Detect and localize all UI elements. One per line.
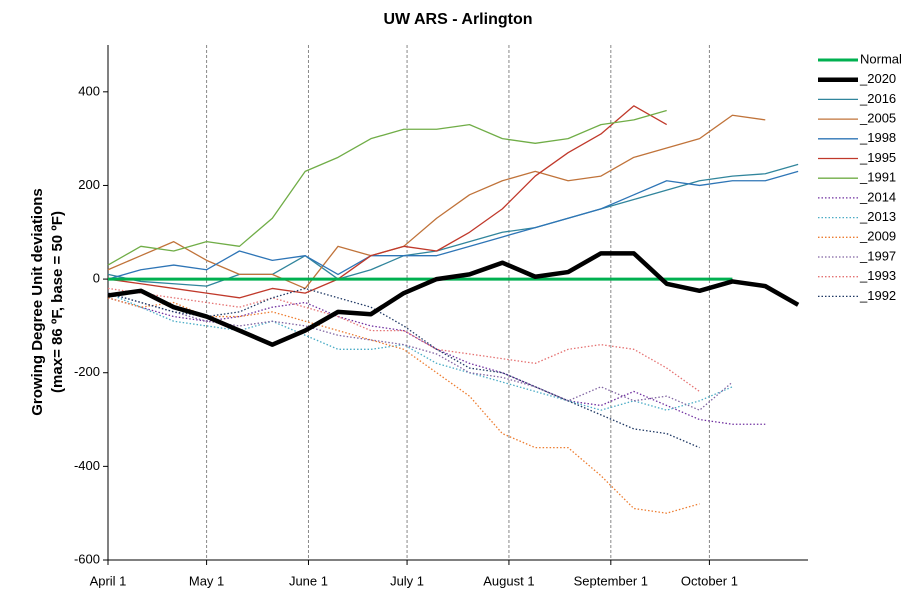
line-series xyxy=(107,292,733,411)
y-tick-label: 0 xyxy=(93,271,100,286)
line-series xyxy=(107,292,733,411)
y-tick-label: -400 xyxy=(74,458,100,473)
legend-label: _1998 xyxy=(859,130,896,145)
legend-label: _2014 xyxy=(859,189,896,204)
y-axis-label: (max= 86 ºF, base = 50 ºF) xyxy=(49,211,66,393)
y-tick-label: 400 xyxy=(78,83,100,98)
legend-label: Normal xyxy=(860,51,902,66)
line-series xyxy=(107,114,766,290)
legend-label: _1995 xyxy=(859,150,896,165)
line-series xyxy=(107,109,667,266)
legend-label: _2016 xyxy=(859,91,896,106)
line-series xyxy=(107,170,799,280)
chart-title: UW ARS - Arlington xyxy=(383,11,532,28)
x-tick-label: October 1 xyxy=(681,573,738,588)
legend-label: _2005 xyxy=(859,111,896,126)
x-tick-label: August 1 xyxy=(483,573,534,588)
line-series xyxy=(107,105,668,299)
legend-label: _1997 xyxy=(859,248,896,263)
legend-label: _2009 xyxy=(859,229,896,244)
y-tick-label: -600 xyxy=(74,551,100,566)
legend-label: _1991 xyxy=(859,170,896,185)
y-axis-label: Growing Degree Unit deviations xyxy=(29,188,46,416)
x-tick-label: July 1 xyxy=(390,573,424,588)
legend-label: _2013 xyxy=(859,209,896,224)
x-tick-label: September 1 xyxy=(574,573,648,588)
y-tick-label: 200 xyxy=(78,177,100,192)
y-tick-label: -200 xyxy=(74,364,100,379)
line-series xyxy=(107,163,799,287)
legend-label: _1992 xyxy=(859,288,896,303)
x-tick-label: April 1 xyxy=(90,573,127,588)
line-series xyxy=(107,297,700,514)
legend-label: _2020 xyxy=(859,71,896,86)
x-tick-label: June 1 xyxy=(289,573,328,588)
legend-label: _1993 xyxy=(859,268,896,283)
line-series xyxy=(107,251,800,347)
x-tick-label: May 1 xyxy=(189,573,224,588)
